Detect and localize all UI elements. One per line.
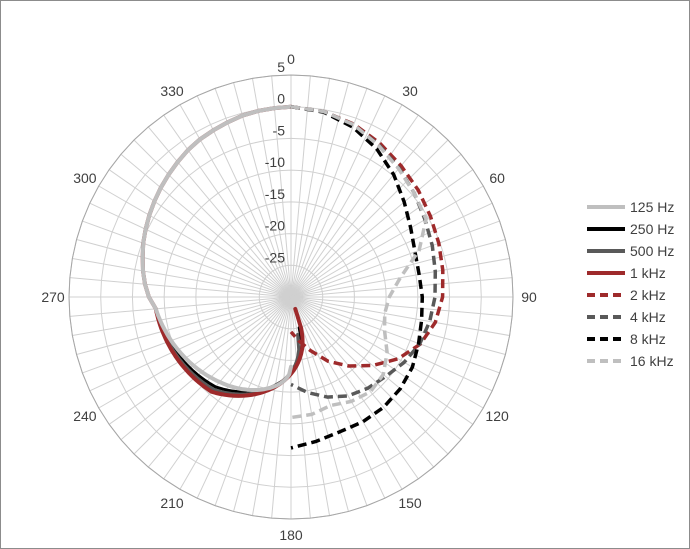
angle-label: 0 — [287, 51, 295, 67]
radial-tick-label: -20 — [265, 218, 285, 234]
legend-label: 250 Hz — [630, 221, 674, 237]
grid-spoke — [290, 169, 474, 298]
grid-spoke — [251, 296, 292, 516]
grid-spoke — [290, 296, 449, 455]
grid-spoke — [290, 296, 435, 468]
legend-label: 500 Hz — [630, 243, 674, 259]
grid-spoke — [76, 296, 292, 355]
grid-spoke — [233, 296, 292, 512]
grid-spoke — [179, 104, 292, 298]
legend-label: 4 kHz — [630, 309, 666, 325]
legend-label: 8 kHz — [630, 331, 666, 347]
legend-label: 125 Hz — [630, 199, 674, 215]
grid-spoke — [98, 185, 292, 298]
grid-spoke — [233, 82, 292, 298]
radial-tick-label: -5 — [273, 122, 286, 138]
angle-label: 30 — [402, 83, 418, 99]
grid-spoke — [108, 296, 292, 425]
grid-spoke — [290, 296, 510, 337]
grid-spoke — [133, 296, 292, 455]
grid-spoke — [290, 153, 462, 298]
grid-spoke — [163, 114, 292, 298]
grid-spoke — [290, 114, 419, 298]
grid-spoke — [72, 257, 292, 298]
radial-tick-label: -15 — [265, 186, 285, 202]
grid-spoke — [290, 75, 311, 298]
grid-spoke — [290, 296, 474, 425]
legend-label: 16 kHz — [630, 353, 674, 369]
grid-spoke — [290, 239, 506, 298]
grid-spoke — [89, 202, 292, 298]
series-line — [140, 104, 293, 392]
grid-spoke — [163, 296, 292, 480]
angle-label: 300 — [73, 170, 97, 186]
polar-grid — [68, 74, 514, 520]
grid-spoke — [290, 88, 368, 298]
grid-spoke — [290, 296, 500, 374]
grid-spoke — [69, 296, 292, 317]
grid-spoke — [290, 277, 513, 298]
grid-spoke — [271, 296, 292, 519]
radial-tick-label: -25 — [265, 249, 285, 265]
grid-spoke — [76, 239, 292, 298]
radial-tick-label: 0 — [277, 91, 285, 107]
grid-spoke — [108, 169, 292, 298]
series-line-dashed — [290, 104, 428, 420]
angle-label: 330 — [160, 83, 184, 99]
grid-spoke — [290, 185, 484, 298]
series-line-dashed — [290, 104, 425, 450]
grid-outer-ring — [68, 74, 514, 520]
legend-label: 1 kHz — [630, 265, 666, 281]
grid-spoke — [98, 296, 292, 409]
grid-spoke — [290, 296, 506, 355]
grid-spoke — [290, 257, 510, 298]
legend-label: 2 kHz — [630, 287, 666, 303]
grid-spoke — [290, 296, 462, 441]
grid-spoke — [290, 296, 419, 480]
grid-spoke — [290, 296, 386, 499]
grid-spoke — [120, 153, 292, 298]
grid-spoke — [290, 95, 386, 298]
angle-label: 240 — [73, 408, 97, 424]
legend: 125 Hz 250 Hz 500 Hz 1 kHz 2 kHz 4 kHz 8 kHz 16… — [587, 199, 674, 369]
grid-spoke — [290, 296, 403, 490]
grid-spoke — [290, 82, 349, 298]
axis-labels: 030609012015018021024027030033050-5-10-1… — [41, 51, 537, 543]
grid-spoke — [133, 139, 292, 298]
grid-spoke — [271, 75, 292, 298]
grid-spoke — [290, 139, 449, 298]
radial-tick-label: 5 — [277, 59, 285, 75]
radial-tick-label: -10 — [265, 154, 285, 170]
grid-spoke — [290, 220, 500, 298]
grid-spoke — [69, 277, 292, 298]
grid-spoke — [72, 296, 292, 337]
angle-label: 150 — [398, 495, 422, 511]
angle-label: 120 — [485, 408, 509, 424]
angle-label: 180 — [279, 527, 303, 543]
grid-spoke — [290, 202, 493, 298]
angle-label: 60 — [489, 170, 505, 186]
grid-spoke — [89, 296, 292, 392]
grid-spoke — [290, 296, 513, 317]
angle-label: 90 — [521, 289, 537, 305]
series-line-dashed — [289, 104, 445, 368]
angle-label: 210 — [160, 495, 184, 511]
grid-spoke — [82, 220, 292, 298]
grid-spoke — [120, 296, 292, 441]
series-lines — [140, 104, 445, 450]
grid-spoke — [290, 104, 403, 298]
angle-label: 270 — [41, 289, 65, 305]
grid-spoke — [82, 296, 292, 374]
grid-spoke — [290, 126, 435, 298]
grid-spoke — [290, 296, 493, 392]
grid-spoke — [147, 126, 292, 298]
grid-spoke — [214, 296, 292, 506]
grid-spoke — [290, 78, 331, 298]
grid-spoke — [251, 78, 292, 298]
